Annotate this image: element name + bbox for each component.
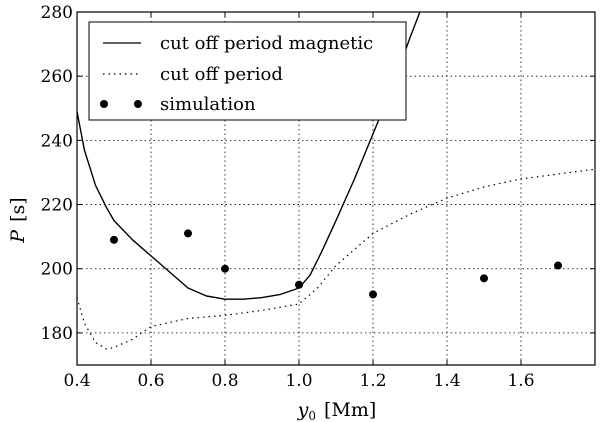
x-tick-label: 1.4 — [433, 371, 460, 391]
x-tick-label: 1.0 — [285, 371, 312, 391]
simulation-point — [295, 280, 303, 289]
x-tick-label: 0.4 — [63, 371, 90, 391]
simulation-point — [554, 261, 562, 270]
x-tick-label: 1.2 — [359, 371, 386, 391]
y-tick-label: 240 — [41, 131, 73, 151]
y-axis-label: P[s] — [7, 197, 29, 243]
x-tick-label: 1.6 — [507, 371, 534, 391]
simulation-point — [184, 229, 192, 238]
x-tick-label: 0.8 — [211, 371, 238, 391]
legend-label-cutoff: cut off period — [160, 64, 283, 85]
line-cutoff-period-magnetic — [77, 12, 421, 300]
simulation-point — [480, 274, 488, 283]
x-tick-label: 0.6 — [137, 371, 164, 391]
legend-label-simulation: simulation — [160, 94, 256, 115]
legend-label-magnetic: cut off period magnetic — [160, 33, 373, 54]
simulation-point — [221, 264, 229, 273]
ticks: 0.4 0.6 0.8 1.0 1.2 1.4 1.6 180 200 220 240 260 280 — [41, 3, 595, 391]
x-axis-label: y0 [Mm] — [297, 399, 377, 422]
y-tick-label: 280 — [41, 3, 73, 23]
series-layer — [77, 12, 595, 350]
legend: cut off period magnetic cut off period s… — [88, 21, 407, 121]
y-tick-label: 200 — [41, 260, 73, 280]
plot-frame — [76, 11, 596, 366]
y-tick-label: 260 — [41, 67, 73, 87]
simulation-point — [369, 290, 377, 299]
y-tick-label: 220 — [41, 196, 73, 216]
y-tick-label: 180 — [41, 324, 73, 344]
legend-swatch-simulation-dot — [100, 100, 108, 108]
simulation-point — [110, 235, 118, 244]
legend-swatch-simulation-dot — [134, 100, 142, 108]
